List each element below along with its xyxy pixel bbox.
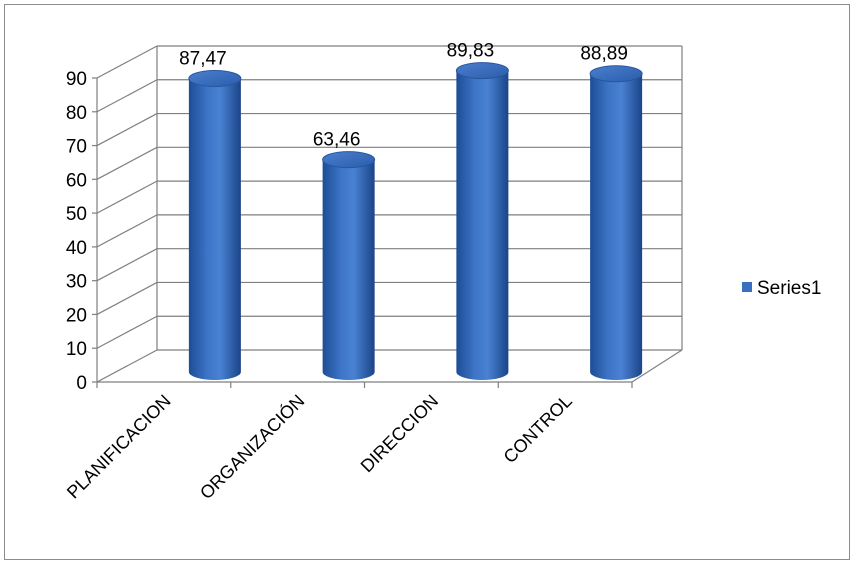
bar-control	[590, 73, 643, 381]
category-label: DIRECCION	[357, 391, 443, 477]
bars	[188, 62, 643, 381]
bar-direccion	[456, 70, 509, 380]
floor-right-edge	[631, 349, 683, 383]
bar-cap-control	[589, 65, 643, 83]
category-label: ORGANIZACIÓN	[195, 390, 308, 503]
gridline-side-90	[96, 45, 158, 79]
y-tick-label: 30	[66, 272, 87, 293]
data-label: 87,47	[179, 49, 227, 70]
bar-cap-organización	[322, 151, 376, 169]
gridline-side-20	[96, 281, 158, 315]
bar-planificacion	[188, 78, 241, 380]
y-tick-label: 0	[76, 373, 87, 394]
gridline-side-10	[96, 315, 158, 349]
bar-cap-direccion	[455, 62, 509, 80]
y-tick-label: 70	[66, 137, 87, 158]
gridline-side-40	[96, 214, 158, 248]
legend: Series1	[742, 278, 821, 299]
y-tick-label: 60	[66, 170, 87, 191]
legend-label-series1: Series1	[757, 278, 821, 299]
y-tick-label: 80	[66, 103, 87, 124]
bar-cap-planificacion	[188, 70, 242, 88]
gridline-side-30	[96, 248, 158, 282]
y-tick-label: 90	[66, 69, 87, 90]
data-label: 88,89	[580, 44, 628, 65]
y-tick-label: 10	[66, 339, 87, 360]
y-tick-label: 40	[66, 238, 87, 259]
data-label: 89,83	[447, 41, 495, 62]
y-tick-label: 50	[66, 204, 87, 225]
gridline-side-60	[96, 146, 158, 180]
category-label: PLANIFICACION	[63, 391, 175, 503]
legend-swatch-series1	[742, 282, 752, 292]
data-label: 63,46	[313, 130, 361, 151]
y-tick-label: 20	[66, 305, 87, 326]
gridline-side-80	[96, 79, 158, 113]
gridline-side-0	[96, 349, 158, 383]
category-label: CONTROL	[500, 391, 576, 467]
gridline-side-50	[96, 180, 158, 214]
bar-organización	[322, 159, 375, 380]
axes: 0 10 20 30 40 50 60 70 80 90	[66, 69, 683, 394]
gridline-side-70	[96, 113, 158, 147]
